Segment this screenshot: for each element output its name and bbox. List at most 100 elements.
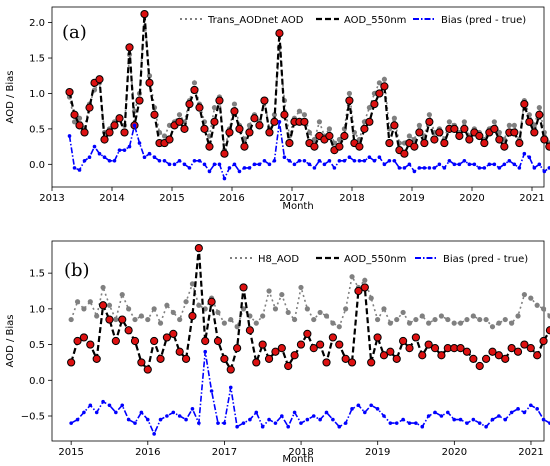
panel-a-series-1-point bbox=[115, 114, 124, 123]
panel-a-series-1-point bbox=[65, 87, 74, 97]
panel-b-series-1-point bbox=[118, 315, 127, 324]
panel-b-series-1-point bbox=[290, 351, 299, 360]
panel-a-series-2-point bbox=[342, 158, 347, 163]
panel-a-ticks: 2013 2014 2015 2016 2017 2018 2019 2020 2021 0.0 0… bbox=[29, 18, 545, 204]
panel-b-series-2-point bbox=[260, 424, 265, 429]
panel-b-series-1-point bbox=[156, 354, 165, 363]
panel-b-xtick-label-1: 2016 bbox=[135, 447, 160, 458]
panel-b-series-1-point bbox=[130, 336, 140, 346]
panel-a-series-0-point bbox=[496, 129, 502, 136]
panel-a-series-2-point bbox=[67, 134, 72, 138]
panel-b-series-2-point bbox=[165, 414, 169, 418]
panel-a-series-1-point bbox=[465, 135, 474, 144]
panel-b-series-0-point bbox=[272, 306, 279, 312]
panel-b-series bbox=[67, 244, 550, 436]
panel-b-series-0-point bbox=[394, 316, 400, 323]
panel-b-series-2-point bbox=[292, 410, 297, 415]
panel-a-series-1-point bbox=[525, 117, 534, 126]
panel-a-series-0-point bbox=[506, 122, 512, 128]
panel-a-series-1-point bbox=[205, 142, 214, 151]
panel-a-series-0-point bbox=[511, 122, 517, 128]
panel-b-series-2-point bbox=[197, 421, 201, 425]
panel-a-series-2-point bbox=[212, 162, 217, 167]
panel-a-series-1-point bbox=[110, 121, 119, 130]
panel-b-series-0-point bbox=[291, 316, 298, 323]
panel-b-series-0-point bbox=[170, 309, 176, 316]
panel-a-series-2-point bbox=[137, 141, 142, 145]
panel-b-series-1-point bbox=[284, 361, 293, 371]
panel-a-series-2-point bbox=[417, 166, 422, 170]
panel-b-series-0-point bbox=[81, 306, 87, 312]
panel-b-ytick-label-2: 0.5 bbox=[29, 340, 45, 351]
panel-b-series-2-point bbox=[522, 410, 527, 415]
panel-a-series-2-point bbox=[367, 155, 372, 160]
panel-b-series-2-point bbox=[299, 421, 303, 425]
panel-b-series-1-point bbox=[494, 351, 503, 360]
panel-a-series-1-point bbox=[225, 128, 234, 137]
panel-a-series-2-point bbox=[127, 144, 132, 149]
legend-a-label-3: Bias (pred - true) bbox=[441, 15, 526, 26]
panel-a-series-2-point bbox=[402, 166, 407, 170]
panel-a-series-1-point bbox=[150, 110, 159, 119]
panel-a-series-0-point bbox=[211, 105, 218, 111]
panel-a-series-2-point bbox=[317, 158, 322, 163]
panel-a-series-2-point bbox=[247, 166, 252, 170]
panel-b-series-1-point bbox=[335, 340, 344, 349]
panel-b-series-1-point bbox=[169, 329, 178, 338]
panel-a-series-2-point bbox=[412, 169, 417, 174]
panel-a-series-2-point bbox=[227, 166, 232, 170]
panel-b-series-2-point bbox=[107, 403, 112, 408]
panel-a-series-1-point bbox=[340, 131, 349, 141]
panel-a-series-2-point bbox=[267, 162, 272, 167]
panel-b-ticks: 2015 2016 2017 2018 2019 2020 2021 −0.5 0.0 0.5 1.… bbox=[21, 269, 544, 458]
panel-a-series-1-point bbox=[385, 138, 394, 148]
panel-b-series-2-point bbox=[69, 421, 73, 425]
panel-b-series-2-point bbox=[382, 414, 386, 418]
panel-a-series-0-point bbox=[406, 133, 412, 139]
panel-a-series-2-point bbox=[162, 158, 167, 163]
panel-a-series-2-point bbox=[312, 166, 317, 170]
panel-b-series-1-point bbox=[488, 347, 497, 356]
panel-a-series-0-point bbox=[296, 108, 303, 114]
panel-a-series-2-point bbox=[152, 155, 157, 160]
panel-b-series-0-point bbox=[521, 291, 528, 298]
panel-b-series-0-point bbox=[145, 316, 151, 323]
panel-a-series-0-point bbox=[391, 115, 397, 121]
panel-a-series-2-point bbox=[307, 162, 312, 167]
panel-a-legend: Trans_AODnet AOD AOD_550nm Bias (pred - … bbox=[180, 15, 526, 26]
panel-b-series-2-point bbox=[305, 417, 310, 422]
panel-b-series-0-point bbox=[457, 320, 464, 326]
panel-b-series-2-point bbox=[458, 417, 463, 422]
panel-b-series-1-point bbox=[124, 326, 133, 335]
panel-a-series-1-point bbox=[450, 124, 459, 133]
panel-a-series-1-point bbox=[475, 131, 484, 141]
panel-a-series-1-point bbox=[410, 142, 419, 151]
panel-b-series-2-point bbox=[145, 417, 150, 422]
panel-b-series-0-point bbox=[285, 309, 291, 316]
panel-a-series-0-point bbox=[146, 73, 153, 79]
panel-a-series-2-point bbox=[447, 158, 452, 163]
panel-a-series-2-point bbox=[482, 166, 487, 170]
panel-b-series-0-point bbox=[183, 299, 189, 305]
panel-b-series-0-point bbox=[483, 316, 489, 323]
panel-b-series-2-point bbox=[177, 414, 182, 418]
panel-a-series-2-point bbox=[422, 166, 427, 170]
panel-b-label: (b) bbox=[64, 260, 90, 281]
panel-a-xtick-label-4: 2017 bbox=[279, 193, 304, 204]
panel-a-series-1-point bbox=[145, 78, 154, 87]
legend-b-label-3: Bias (pred - true) bbox=[443, 254, 528, 265]
panel-b-series-0-point bbox=[221, 320, 227, 326]
panel-a-series-1-point bbox=[80, 128, 89, 137]
panel-b-series-0-point bbox=[94, 313, 100, 319]
panel-a-series-2-point bbox=[517, 166, 522, 170]
panel-b-series-0-point bbox=[260, 313, 266, 319]
panel-b-series-2-point bbox=[267, 417, 271, 422]
panel-b-series-2-point bbox=[75, 417, 80, 422]
panel-b-series-0-point bbox=[100, 284, 106, 291]
panel-a-series-1-point bbox=[190, 85, 199, 95]
panel-a-series-2-point bbox=[457, 162, 462, 167]
panel-b-series-0-point bbox=[477, 316, 483, 323]
panel-a-series-2-point bbox=[167, 162, 172, 167]
panel-a-series-0-point bbox=[231, 101, 238, 107]
